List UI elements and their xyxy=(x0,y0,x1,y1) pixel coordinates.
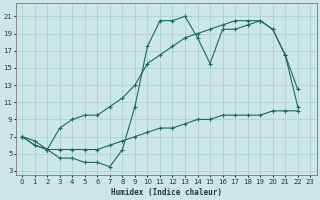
X-axis label: Humidex (Indice chaleur): Humidex (Indice chaleur) xyxy=(111,188,222,197)
